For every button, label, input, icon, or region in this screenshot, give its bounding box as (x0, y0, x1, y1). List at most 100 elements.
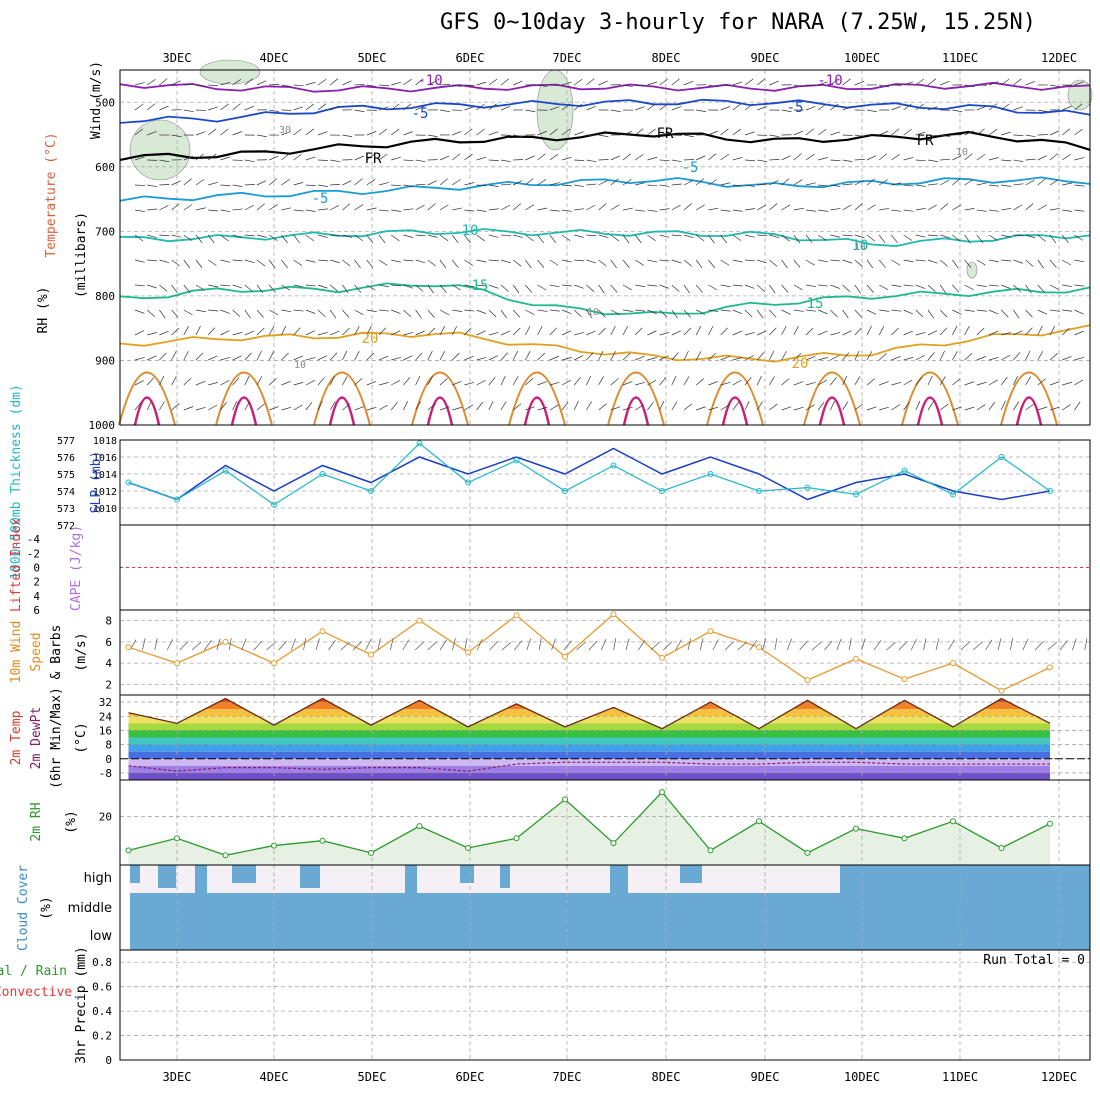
wind-barb (330, 204, 340, 211)
temperature-contour (119, 130, 1091, 161)
wind-barb (269, 234, 278, 241)
wind-barb (598, 309, 606, 318)
wind-barb (805, 128, 815, 136)
wind-barb (159, 352, 167, 361)
surface-wind-barb (1084, 638, 1088, 651)
wind-barb (769, 327, 777, 336)
wind-barb (305, 284, 316, 287)
wind-speed-marker (368, 651, 374, 658)
rh-marker (659, 789, 665, 796)
wind-barb (317, 309, 326, 317)
slp-tick-label: 1014 (93, 470, 117, 481)
surface-wind-barb (774, 638, 778, 651)
wind-barb (805, 234, 813, 244)
wind-barb (939, 309, 948, 318)
wind-barb (268, 259, 276, 269)
wind-barb (756, 401, 763, 411)
wind-barb (818, 379, 828, 386)
wind-speed-marker (319, 628, 326, 635)
wind-barb (1001, 234, 1012, 238)
wind-barb (695, 178, 705, 186)
slp-tick-label: 1016 (93, 453, 117, 464)
wind-barb (439, 325, 445, 336)
wind-barb (720, 355, 730, 361)
wind-barb (976, 381, 987, 386)
warm-contour-arc (313, 371, 371, 426)
wind-barb (500, 183, 511, 186)
wind-barb (366, 153, 375, 161)
wind-barb (879, 406, 889, 411)
wind-barb (939, 203, 949, 211)
surface-wind-barb (476, 638, 483, 651)
surface-wind-barb (514, 640, 523, 651)
wind-barb (610, 155, 621, 161)
cloud-level-label: high (84, 871, 112, 886)
temp-band (128, 716, 1050, 724)
wind-barb (635, 84, 646, 86)
wind-barb (842, 204, 852, 211)
wind-barb (671, 78, 680, 86)
ylabel-wind: Wind (m/s) (89, 61, 104, 139)
temperature-contour (119, 98, 1091, 124)
wind-barb (317, 377, 325, 386)
wind-barb (744, 259, 755, 262)
wind-barb (330, 159, 341, 163)
wind-barb (281, 234, 288, 244)
wind-barb (293, 106, 304, 111)
wind-barb (354, 155, 364, 161)
wind-barb (671, 375, 677, 386)
wind-barb (878, 326, 885, 336)
wind-barb (403, 309, 412, 318)
wind-barb (891, 234, 898, 244)
wind-barb (939, 350, 945, 361)
wind-barb (208, 355, 218, 361)
wind-barb (793, 325, 799, 336)
wind-barb (927, 204, 937, 211)
wind-speed-marker (756, 644, 762, 651)
wind-barb (268, 284, 276, 293)
wind-barb (537, 207, 548, 211)
wind-barb (988, 379, 998, 386)
wind-barb (866, 351, 873, 361)
wind-barb (757, 204, 767, 211)
slp-tick-label: 1010 (93, 504, 117, 515)
wind-barb (683, 376, 690, 386)
wind-barb (134, 402, 142, 411)
wind-barb (500, 375, 506, 386)
wind-barb (988, 309, 999, 315)
wind-barb (244, 105, 255, 111)
wind-barb (720, 234, 728, 244)
wind-barb (891, 309, 902, 312)
wind-barb (464, 84, 475, 86)
wind-barb (818, 357, 828, 361)
surface-wind-barb (1047, 641, 1057, 651)
wind-barb (1013, 375, 1018, 386)
wind-barb (195, 325, 201, 336)
rh-marker (998, 845, 1005, 851)
wind-barb (720, 259, 730, 266)
text-labels: 3DEC 3DEC 4DEC 4DEC 5DEC 5DEC 6DEC 6DEC 7DEC 7DEC… (0, 51, 1085, 1084)
wind-barb (330, 330, 340, 336)
surface-wind-barb (712, 639, 719, 651)
wind-barb (195, 131, 206, 136)
wind-barb (769, 403, 778, 411)
wind-barb (573, 377, 581, 386)
wind-barb (464, 153, 473, 161)
wind-barb (1074, 356, 1085, 361)
rh-tick-label: 20 (99, 810, 112, 823)
wind-barb (927, 159, 938, 162)
wind-barb (147, 184, 158, 188)
surface-wind-barb (700, 638, 704, 651)
wind-barb (244, 375, 250, 386)
wind-barb (208, 209, 219, 212)
wind-barb (464, 128, 473, 136)
wind-barb (574, 131, 584, 136)
hot-contour-arc (916, 396, 944, 426)
wind-barb (708, 406, 719, 411)
thickness-marker (804, 484, 811, 491)
wind-barb (525, 406, 535, 411)
wind-barb (610, 378, 619, 386)
wind-barb (586, 259, 597, 264)
wind-barb (732, 309, 743, 315)
wind-barb (1074, 330, 1084, 336)
